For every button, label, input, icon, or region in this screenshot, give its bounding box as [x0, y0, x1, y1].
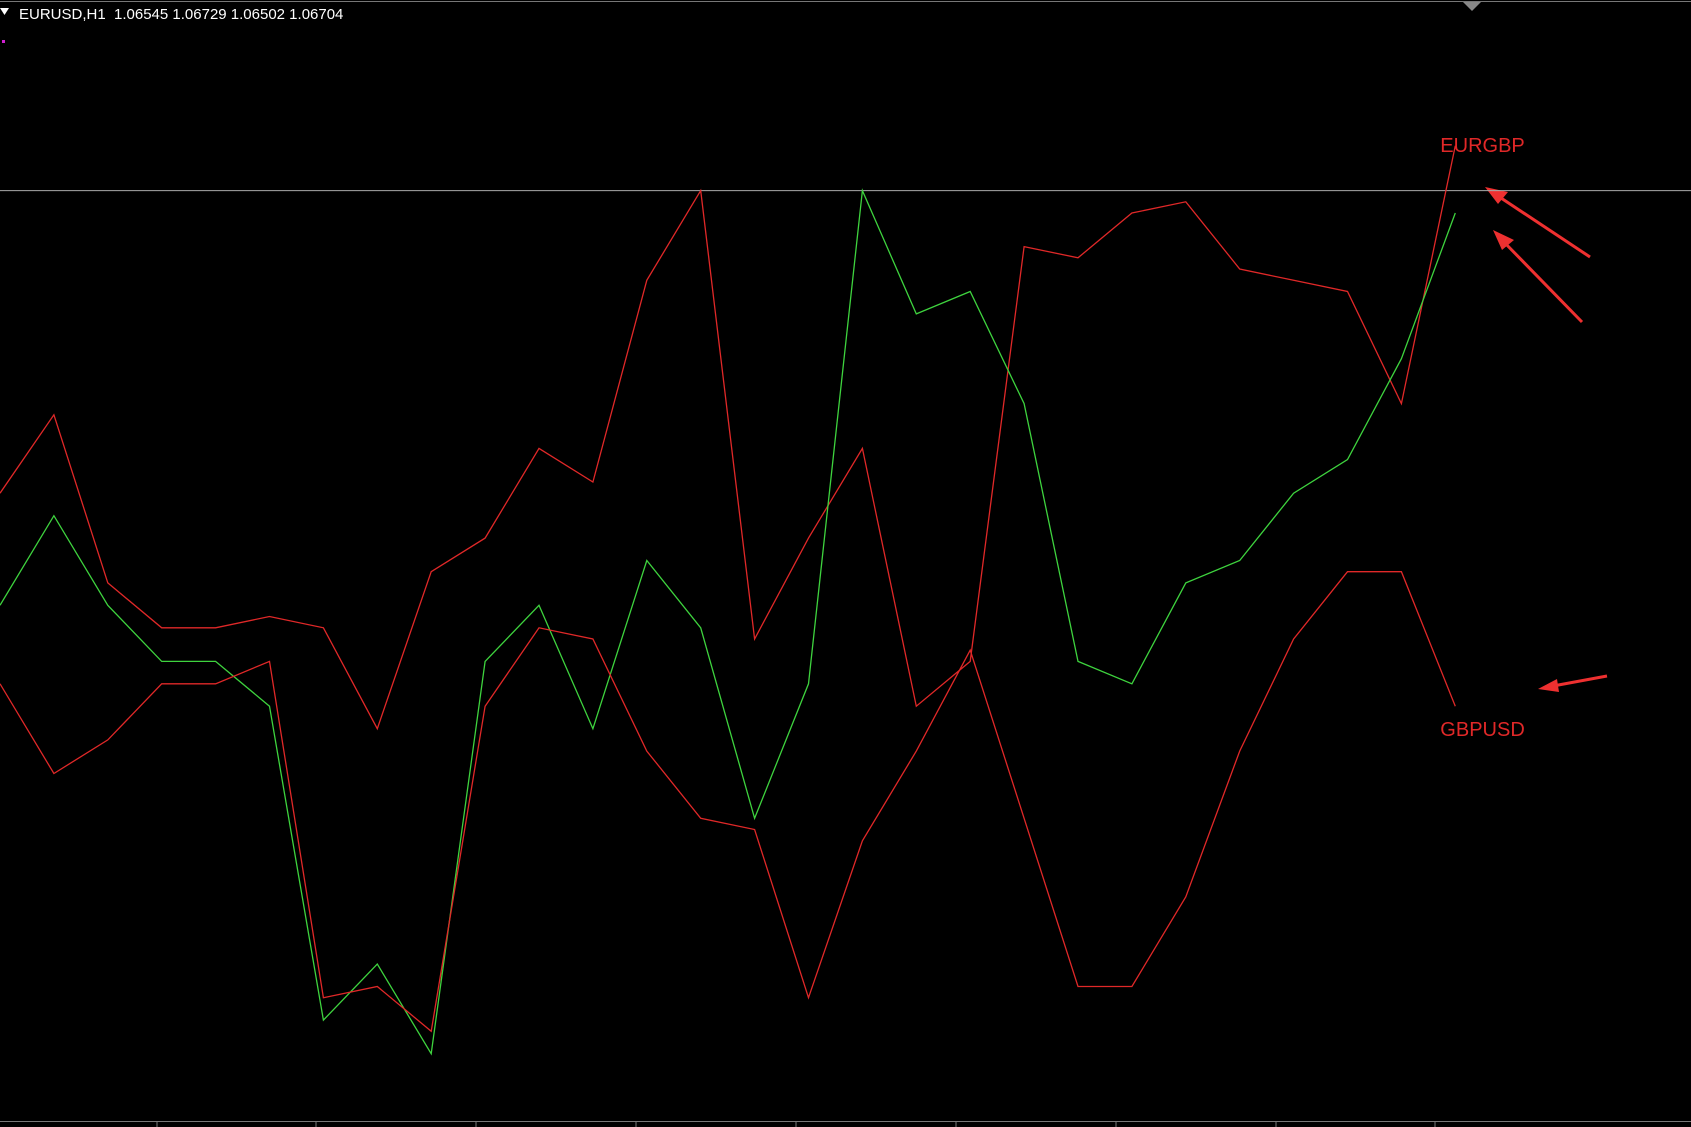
arrow-line	[1552, 674, 1608, 688]
annotation-arrows	[1485, 187, 1608, 692]
arrow-line	[1500, 238, 1584, 324]
indicator-dot	[2, 40, 5, 43]
arrow-line	[1494, 192, 1591, 259]
scroll-marker	[1463, 2, 1481, 11]
arrow-head	[1538, 679, 1559, 692]
series-line	[0, 188, 1456, 1056]
series-line	[0, 145, 1456, 731]
arrow-head	[1493, 230, 1514, 250]
arrow-head	[1485, 187, 1508, 204]
axis-ticks	[156, 1121, 1436, 1127]
series-label: EURGBP	[1440, 135, 1524, 157]
menu-triangle	[0, 8, 9, 15]
chart-title: EURUSD,H1 1.06545 1.06729 1.06502 1.0670…	[19, 6, 343, 23]
series-label: GBPUSD	[1440, 719, 1524, 741]
series-line	[0, 571, 1456, 1033]
